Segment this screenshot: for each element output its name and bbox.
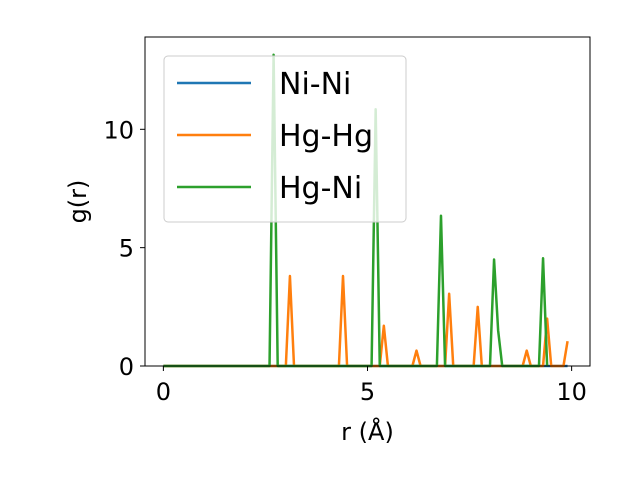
y-ticks: 0 5 10 bbox=[103, 116, 145, 381]
y-tick-label: 0 bbox=[119, 353, 134, 381]
series-line-hg-hg bbox=[163, 274, 569, 368]
legend-box bbox=[163, 55, 407, 223]
legend: Ni-Ni Hg-Hg Hg-Ni bbox=[163, 55, 407, 223]
x-tick-label: 5 bbox=[360, 378, 375, 406]
y-axis-label: g(r) bbox=[64, 180, 92, 224]
x-axis-label: r (Å) bbox=[341, 417, 394, 446]
x-tick-label: 0 bbox=[156, 378, 171, 406]
y-tick-label: 10 bbox=[103, 116, 134, 144]
legend-label-hg-ni: Hg-Ni bbox=[279, 171, 362, 206]
x-tick-label: 10 bbox=[556, 378, 587, 406]
y-tick-label: 5 bbox=[119, 235, 134, 263]
legend-label-hg-hg: Hg-Hg bbox=[279, 119, 373, 154]
x-ticks: 0 5 10 bbox=[156, 366, 587, 406]
legend-label-ni-ni: Ni-Ni bbox=[279, 67, 351, 102]
